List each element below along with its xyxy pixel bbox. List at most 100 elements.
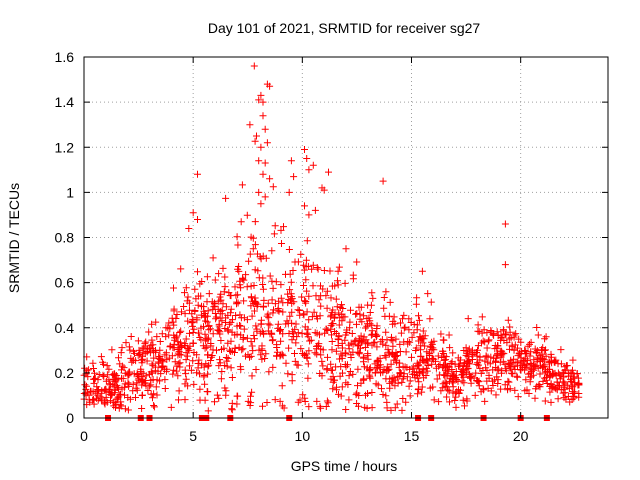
data-point — [276, 397, 284, 405]
data-point — [215, 297, 223, 305]
data-point — [150, 354, 158, 362]
data-point — [222, 391, 230, 399]
data-point — [537, 355, 545, 362]
data-point — [142, 338, 150, 346]
data-point — [378, 336, 386, 344]
data-point — [223, 357, 231, 365]
data-point — [143, 347, 151, 355]
data-point — [249, 347, 257, 355]
data-point — [463, 349, 471, 357]
data-point — [374, 358, 382, 366]
data-point — [481, 338, 489, 346]
data-point — [313, 342, 320, 350]
data-point — [243, 211, 251, 219]
data-point — [227, 364, 235, 372]
data-point — [328, 320, 336, 328]
data-point — [325, 168, 332, 176]
data-point — [207, 325, 214, 333]
data-point — [414, 390, 422, 398]
data-point — [285, 295, 293, 303]
data-point — [331, 328, 339, 335]
data-point — [356, 310, 364, 318]
data-point — [277, 226, 285, 234]
y-tick-label: 1.2 — [55, 139, 75, 155]
data-point — [247, 352, 255, 360]
data-point — [291, 357, 299, 365]
data-point — [211, 276, 219, 284]
data-point — [175, 344, 183, 352]
data-point — [386, 298, 394, 306]
data-point — [250, 282, 258, 289]
data-point — [132, 394, 139, 401]
data-point — [95, 371, 103, 378]
data-point — [345, 396, 353, 404]
data-point — [268, 337, 276, 345]
data-point — [506, 323, 514, 331]
data-point — [205, 322, 213, 330]
data-point — [237, 314, 245, 322]
data-point — [237, 284, 245, 292]
data-point — [408, 333, 416, 341]
data-point — [199, 342, 207, 350]
data-point — [305, 316, 313, 324]
x-tick-label: 20 — [513, 428, 529, 444]
data-point — [279, 308, 287, 316]
data-point — [323, 304, 331, 312]
data-point — [148, 320, 156, 328]
data-point — [493, 328, 501, 336]
data-point — [361, 344, 369, 351]
data-point — [254, 267, 262, 275]
data-point — [222, 194, 230, 202]
data-point — [392, 356, 400, 364]
data-point — [288, 319, 296, 327]
data-point — [404, 340, 412, 348]
data-point — [449, 389, 457, 397]
data-point — [353, 310, 361, 317]
data-point — [148, 345, 156, 353]
data-point — [405, 382, 413, 390]
data-point — [557, 346, 565, 354]
data-point — [378, 385, 385, 393]
data-point — [360, 376, 368, 384]
data-point — [249, 234, 257, 242]
data-point — [530, 356, 538, 364]
data-point — [240, 276, 248, 284]
data-point — [335, 321, 343, 329]
data-point — [246, 353, 253, 361]
data-point — [236, 281, 244, 289]
data-point — [311, 349, 319, 357]
data-point — [525, 390, 533, 397]
data-point — [278, 240, 285, 247]
data-point — [182, 356, 190, 364]
data-point — [134, 351, 142, 359]
data-point — [387, 406, 395, 414]
data-point — [355, 341, 362, 349]
data-point — [297, 345, 305, 353]
data-point — [539, 377, 547, 385]
data-point — [285, 344, 293, 352]
data-point — [370, 339, 378, 347]
data-point — [138, 359, 146, 367]
data-point — [171, 358, 179, 366]
data-point — [135, 346, 143, 354]
data-point — [501, 261, 509, 269]
data-point — [150, 390, 158, 398]
data-point — [302, 299, 310, 307]
data-point — [200, 307, 208, 315]
data-point — [166, 343, 174, 351]
data-point — [447, 360, 455, 367]
data-point — [575, 390, 583, 397]
data-point — [328, 338, 336, 345]
data-point — [510, 346, 518, 354]
data-point — [450, 372, 458, 379]
data-point — [477, 388, 485, 396]
data-point — [268, 330, 276, 338]
data-point — [174, 372, 182, 380]
data-point — [317, 282, 324, 290]
data-point — [459, 370, 466, 378]
data-point — [382, 353, 390, 361]
data-point — [417, 352, 425, 360]
data-point — [286, 296, 294, 304]
data-point — [481, 357, 489, 365]
data-point — [106, 381, 114, 389]
